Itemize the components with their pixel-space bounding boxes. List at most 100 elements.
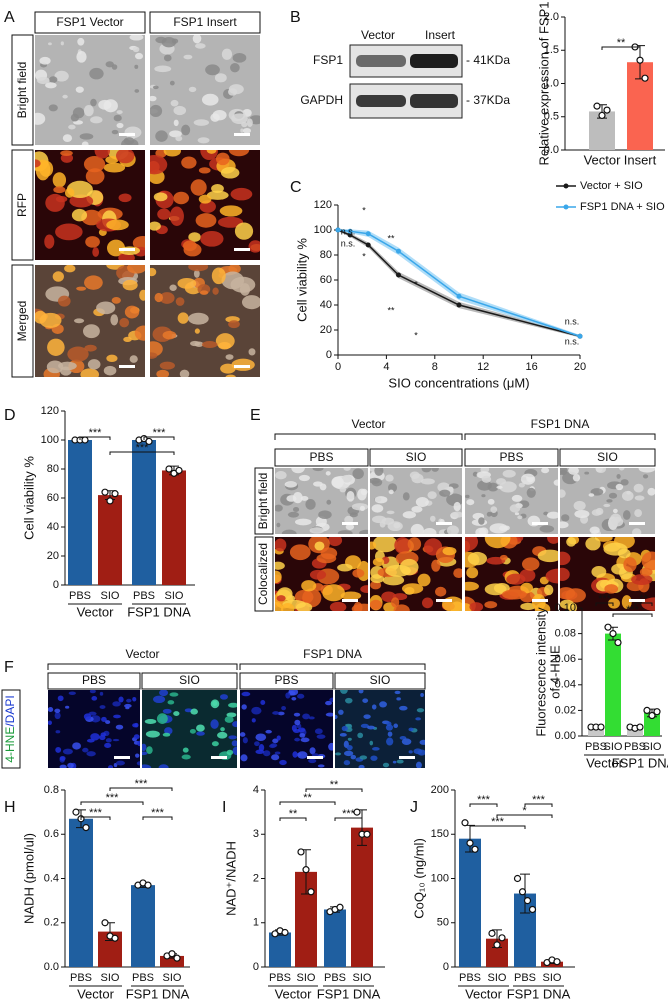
- cell: [126, 698, 132, 703]
- cell: [616, 473, 621, 479]
- point: [653, 708, 661, 716]
- cell: [67, 346, 89, 362]
- stain-part: /DAPI: [3, 695, 17, 726]
- label: 0.6: [44, 828, 59, 840]
- label: ***: [532, 794, 546, 806]
- cell: [150, 352, 158, 359]
- cell: [54, 708, 61, 713]
- cell: [105, 720, 111, 725]
- cell: [64, 265, 76, 273]
- cell: [638, 468, 655, 473]
- cell: [362, 698, 369, 703]
- label-box: [334, 672, 426, 690]
- cell: [416, 708, 425, 713]
- significance-bracket: [524, 803, 553, 807]
- cell: [137, 740, 140, 747]
- cell: [142, 751, 148, 756]
- cell: [173, 191, 190, 205]
- bar: [605, 633, 621, 736]
- label: Fluorescence intensity: [533, 607, 548, 737]
- cell: [634, 495, 645, 501]
- label-box: [11, 149, 34, 261]
- cell: [76, 286, 87, 291]
- cell: [220, 727, 225, 732]
- cell: [352, 468, 364, 480]
- label: 2: [253, 872, 259, 884]
- cell: [55, 730, 61, 734]
- cell: [118, 193, 132, 203]
- cell: [358, 690, 364, 694]
- cell: [231, 113, 248, 125]
- cell: [322, 584, 345, 602]
- cell: [215, 333, 235, 349]
- label: - 41KDa: [466, 53, 510, 67]
- cell: [201, 341, 218, 349]
- label: 0.06: [555, 653, 576, 665]
- cell: [574, 509, 590, 519]
- cell: [572, 473, 581, 482]
- cell: [100, 732, 107, 737]
- cell: [520, 602, 536, 611]
- cell: [518, 482, 525, 488]
- cell: [560, 469, 567, 476]
- label: ***: [151, 807, 165, 819]
- cell: [531, 593, 546, 611]
- cell: [393, 723, 399, 728]
- cell: [48, 104, 58, 112]
- cell: [89, 690, 96, 694]
- point: [598, 111, 606, 120]
- point: [636, 723, 644, 731]
- significance-bracket: [305, 788, 363, 792]
- cell: [211, 741, 219, 747]
- cell: [520, 582, 534, 594]
- point: [347, 232, 353, 238]
- label: RFP: [15, 193, 29, 217]
- cell: [305, 499, 316, 510]
- cell: [242, 127, 252, 134]
- bar: [459, 838, 481, 967]
- series-line: [337, 229, 581, 337]
- cell: [421, 597, 434, 609]
- cell: [98, 99, 112, 110]
- cell: [72, 742, 81, 750]
- cell: [115, 760, 125, 766]
- significance-bracket: [80, 816, 111, 820]
- cell: [286, 595, 296, 602]
- cell: [526, 487, 536, 498]
- cell: [175, 135, 183, 142]
- cell: [260, 700, 266, 705]
- cell: [189, 340, 201, 347]
- cell: [45, 193, 65, 212]
- cell: [101, 716, 107, 722]
- point: [168, 950, 176, 958]
- cell: [466, 567, 479, 579]
- label-box: [1, 689, 21, 769]
- cell: [371, 478, 383, 487]
- cell: [287, 511, 300, 518]
- cell: [399, 705, 408, 711]
- label: CoQ₁₀ (ng/ml): [411, 838, 426, 919]
- cell: [350, 754, 357, 760]
- cell: [105, 61, 114, 68]
- cell: [201, 93, 219, 106]
- label: n.s.: [565, 336, 580, 346]
- cell: [388, 489, 394, 495]
- label: PBS: [70, 972, 92, 984]
- label-box: [369, 448, 463, 467]
- cell: [359, 505, 366, 511]
- label: 1.5: [544, 44, 559, 56]
- cell: [385, 474, 394, 482]
- scale-bar: [532, 522, 548, 525]
- label: ***: [89, 807, 103, 819]
- cell: [504, 525, 510, 531]
- cell: [89, 67, 104, 80]
- cell: [560, 489, 566, 498]
- cell: [439, 489, 451, 497]
- cell: [154, 292, 163, 303]
- cell: [329, 601, 347, 611]
- cell: [92, 247, 100, 257]
- cell: [111, 297, 121, 304]
- cell: [263, 750, 271, 757]
- cell: [401, 583, 424, 594]
- significance-bracket: [109, 787, 173, 791]
